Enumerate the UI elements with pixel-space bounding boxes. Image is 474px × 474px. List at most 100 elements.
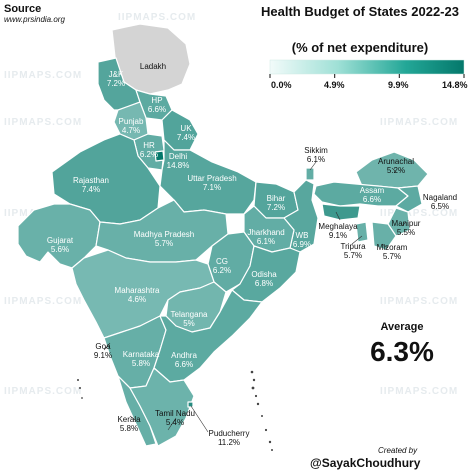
label-meghalaya: Meghalaya 9.1% bbox=[318, 222, 357, 240]
state-name: Bihar bbox=[266, 194, 286, 203]
label-wb: WB 6.9% bbox=[293, 231, 311, 249]
region-westbengal bbox=[283, 179, 319, 253]
state-name: J&K bbox=[108, 70, 124, 79]
state-name: Manipur bbox=[391, 219, 421, 228]
state-name: Arunachal bbox=[377, 157, 415, 166]
watermark: IIPMAPS.COM bbox=[4, 70, 83, 81]
state-value: 9.1% bbox=[93, 351, 113, 360]
label-ladakh: Ladakh bbox=[140, 62, 166, 71]
label-maharashtra: Maharashtra 4.6% bbox=[115, 286, 160, 304]
state-name: Telangana bbox=[170, 310, 208, 319]
state-name: Meghalaya bbox=[318, 222, 358, 231]
state-value: 7.1% bbox=[202, 183, 222, 192]
label-goa: Goa 9.1% bbox=[94, 342, 112, 360]
state-name: Ladakh bbox=[139, 62, 167, 71]
label-jharkhand: Jharkhand 6.1% bbox=[247, 228, 284, 246]
state-name: Nagaland bbox=[422, 193, 458, 202]
state-value: 6.1% bbox=[306, 155, 326, 164]
state-name: Karnataka bbox=[122, 350, 160, 359]
state-name: Puducherry bbox=[208, 429, 250, 438]
state-value: 7.2% bbox=[266, 203, 286, 212]
state-value: 5.8% bbox=[131, 359, 151, 368]
label-sikkim: Sikkim 6.1% bbox=[304, 146, 328, 164]
legend-tick-label: 0.0% bbox=[271, 80, 292, 90]
state-name: Sikkim bbox=[304, 146, 328, 155]
region-puducherry bbox=[187, 401, 194, 408]
callout-meghalaya bbox=[335, 211, 341, 221]
state-name: Uttar Pradesh bbox=[187, 174, 237, 183]
state-name: WB bbox=[295, 231, 309, 240]
label-mizoram: Mizoram 5.7% bbox=[377, 243, 408, 261]
state-value: 7.4% bbox=[81, 185, 101, 194]
state-name: HR bbox=[143, 141, 155, 150]
region-tn bbox=[129, 367, 195, 447]
state-value: 5.7% bbox=[343, 251, 363, 260]
state-value: 6.6% bbox=[174, 360, 194, 369]
state-value: 6.6% bbox=[147, 105, 167, 114]
state-name: Assam bbox=[359, 186, 385, 195]
label-nagaland: Nagaland 6.5% bbox=[423, 193, 457, 211]
region-meghalaya bbox=[321, 203, 361, 221]
label-gujarat: Gujarat 5.6% bbox=[47, 236, 73, 254]
watermark: IIPMAPS.COM bbox=[118, 12, 197, 23]
credit-label: Created by bbox=[378, 446, 418, 455]
label-hr: HR 6.2% bbox=[140, 141, 158, 159]
label-hp: HP 6.6% bbox=[148, 96, 166, 114]
state-name: Gujarat bbox=[46, 236, 74, 245]
average-label: Average bbox=[380, 321, 424, 333]
callout-manipur bbox=[401, 221, 407, 227]
state-name: Goa bbox=[95, 342, 111, 351]
label-uk: UK 7.4% bbox=[177, 124, 195, 142]
state-name: Madhya Pradesh bbox=[133, 230, 195, 239]
state-value: 5.2% bbox=[386, 166, 406, 175]
label-manipur: Manipur 5.5% bbox=[392, 219, 421, 237]
state-value: 4.7% bbox=[121, 126, 141, 135]
watermark: IIPMAPS.COM bbox=[380, 296, 459, 307]
state-name: Delhi bbox=[168, 152, 188, 161]
state-value: 6.2% bbox=[139, 150, 159, 159]
state-name: Odisha bbox=[251, 270, 277, 279]
watermark: IIPMAPS.COM bbox=[380, 386, 459, 397]
state-value: 6.2% bbox=[212, 266, 232, 275]
label-bihar: Bihar 7.2% bbox=[267, 194, 286, 212]
state-value: 9.1% bbox=[328, 231, 348, 240]
state-value: 5.5% bbox=[396, 228, 416, 237]
callout-arunachal bbox=[391, 167, 397, 173]
label-delhi: Delhi 14.8% bbox=[167, 152, 190, 170]
region-tripura bbox=[355, 221, 369, 243]
legend-colorbar bbox=[269, 59, 465, 75]
callout-goa bbox=[103, 342, 111, 351]
state-value: 6.1% bbox=[256, 237, 276, 246]
state-name: UK bbox=[180, 124, 192, 133]
state-value: 5.4% bbox=[165, 418, 185, 427]
label-tn: Tamil Nadu 5.4% bbox=[155, 409, 195, 427]
region-up bbox=[159, 139, 257, 215]
callout-puducherry bbox=[190, 405, 209, 433]
label-arunachal: Arunachal 5.2% bbox=[378, 157, 414, 175]
state-name: Rajasthan bbox=[72, 176, 110, 185]
watermark: IIPMAPS.COM bbox=[4, 117, 83, 128]
state-name: HP bbox=[151, 96, 163, 105]
state-value: 14.8% bbox=[166, 161, 190, 170]
state-name: Punjab bbox=[118, 117, 144, 126]
state-value: 5% bbox=[183, 319, 195, 328]
watermark: IIPMAPS.COM bbox=[380, 208, 459, 219]
state-name: Mizoram bbox=[376, 243, 408, 252]
callout-sikkim bbox=[309, 161, 317, 171]
label-punjab: Punjab 4.7% bbox=[119, 117, 144, 135]
callout-kerala bbox=[129, 415, 136, 421]
state-value: 6.5% bbox=[430, 202, 450, 211]
callout-mizoram bbox=[381, 243, 389, 249]
label-rajasthan: Rajasthan 7.4% bbox=[73, 176, 109, 194]
chart-title: Health Budget of States 2022-23 bbox=[261, 4, 459, 19]
legend-tick-label: 14.8% bbox=[442, 80, 468, 90]
label-puducherry: Puducherry 11.2% bbox=[209, 429, 250, 447]
state-name: Kerala bbox=[117, 415, 141, 424]
state-name: CG bbox=[215, 257, 228, 266]
watermark: IIPMAPS.COM bbox=[4, 386, 83, 397]
label-kerala: Kerala 5.8% bbox=[117, 415, 140, 433]
label-odisha: Odisha 6.8% bbox=[251, 270, 276, 288]
state-value: 6.6% bbox=[362, 195, 382, 204]
state-value: 5.6% bbox=[50, 245, 70, 254]
